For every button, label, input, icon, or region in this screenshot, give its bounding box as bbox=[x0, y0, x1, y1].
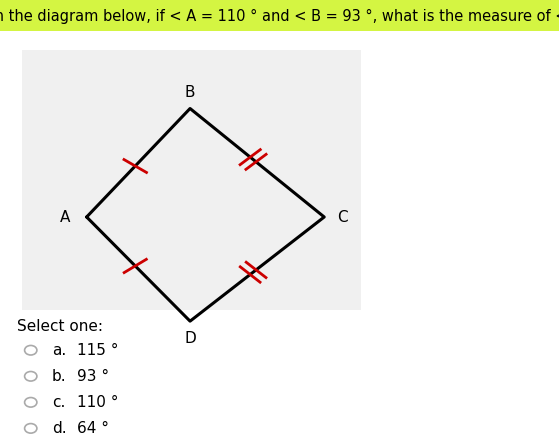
Text: A: A bbox=[60, 210, 70, 224]
Text: 110 °: 110 ° bbox=[77, 395, 118, 410]
FancyBboxPatch shape bbox=[0, 0, 559, 31]
Text: B: B bbox=[185, 85, 195, 99]
Text: 64 °: 64 ° bbox=[77, 421, 108, 434]
Text: 93 °: 93 ° bbox=[77, 369, 108, 384]
Text: D: D bbox=[184, 331, 196, 346]
Text: From the diagram below, if < A = 110 ° and < B = 93 °, what is the measure of < : From the diagram below, if < A = 110 ° a… bbox=[0, 9, 559, 24]
Text: c.: c. bbox=[52, 395, 65, 410]
Text: 115 °: 115 ° bbox=[77, 343, 118, 358]
Text: b.: b. bbox=[52, 369, 67, 384]
Text: Select one:: Select one: bbox=[17, 319, 103, 334]
Text: a.: a. bbox=[52, 343, 66, 358]
Text: C: C bbox=[337, 210, 348, 224]
FancyBboxPatch shape bbox=[22, 50, 361, 310]
Text: d.: d. bbox=[52, 421, 67, 434]
